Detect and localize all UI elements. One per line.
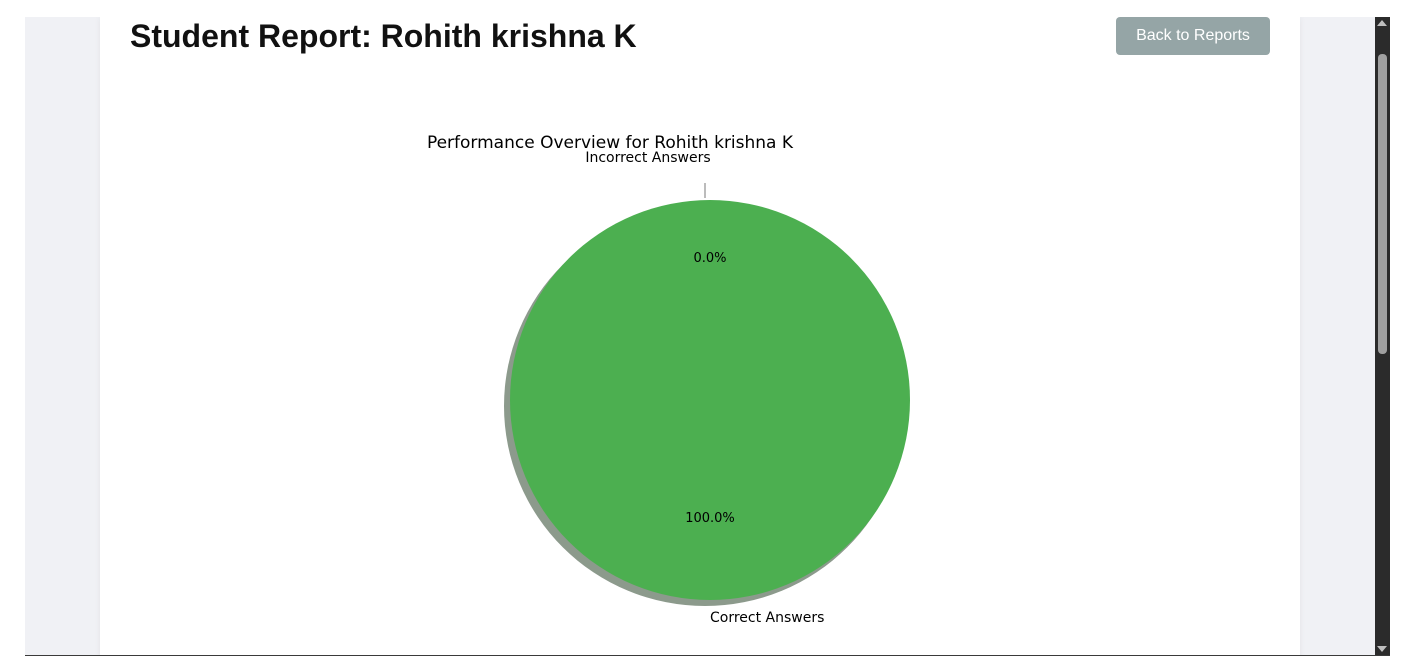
- pie-percent-label: 0.0%: [693, 251, 726, 266]
- scroll-down-arrow-icon[interactable]: [1377, 646, 1387, 652]
- performance-pie-chart: Performance Overview for Rohith krishna …: [427, 133, 910, 626]
- bottom-border: [25, 655, 1390, 656]
- pie-slice-correct-answers: [510, 200, 910, 600]
- page-viewport: Student Report: Rohith krishna K Back to…: [25, 17, 1375, 655]
- scroll-up-arrow-icon[interactable]: [1377, 20, 1387, 26]
- page-title: Student Report: Rohith krishna K: [130, 18, 637, 54]
- back-to-reports-button[interactable]: Back to Reports: [1116, 17, 1270, 55]
- scrollbar-thumb[interactable]: [1378, 54, 1387, 354]
- vertical-scrollbar[interactable]: [1375, 17, 1390, 655]
- pie-slice-label: Correct Answers: [710, 610, 824, 626]
- chart-title: Performance Overview for Rohith krishna …: [427, 133, 794, 153]
- pie-percent-label: 100.0%: [685, 511, 735, 526]
- pie-slice-label: Incorrect Answers: [585, 150, 710, 166]
- report-card: Student Report: Rohith krishna K Back to…: [100, 17, 1300, 655]
